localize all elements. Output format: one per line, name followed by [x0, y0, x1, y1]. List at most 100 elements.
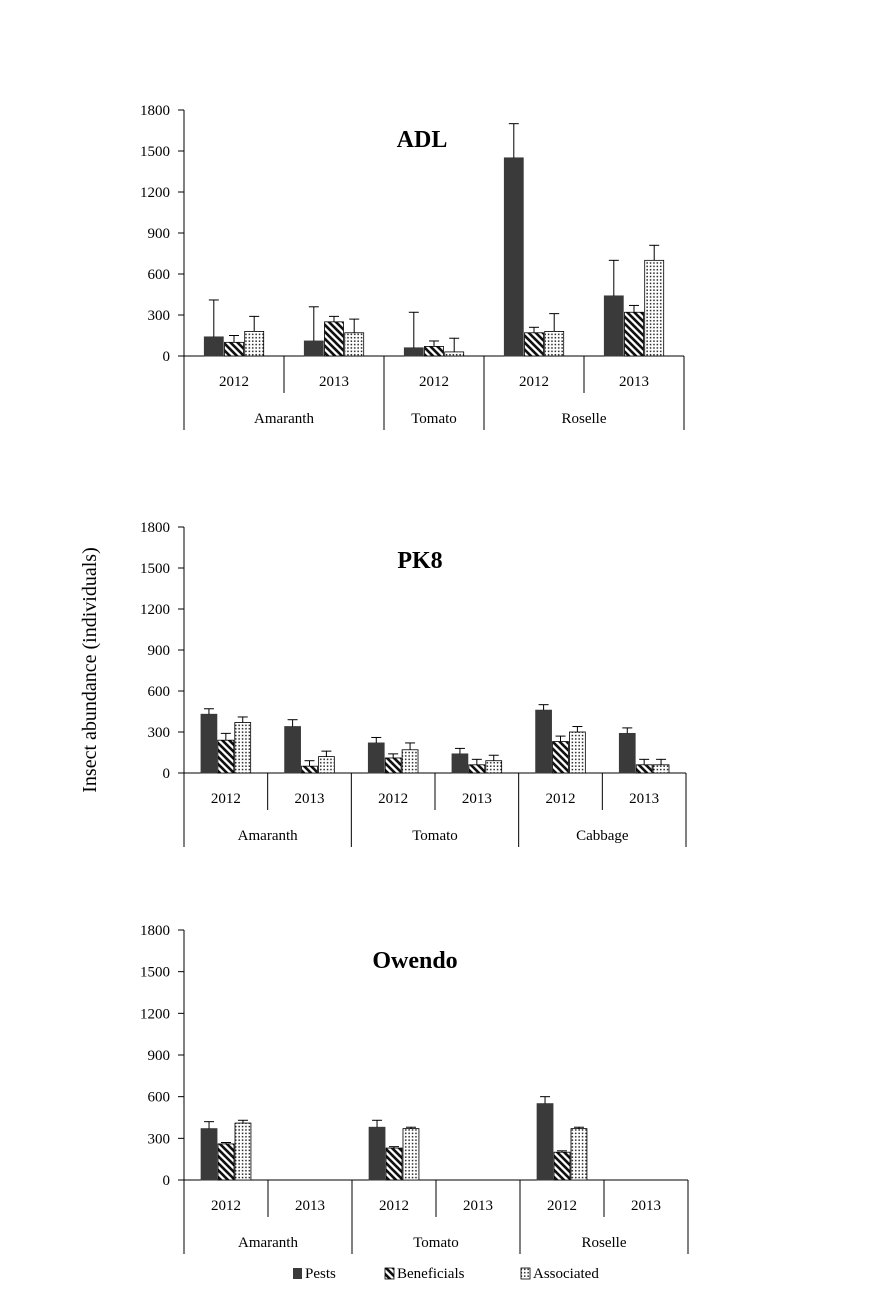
year-label: 2012 [547, 1198, 577, 1214]
y-tick-label: 300 [148, 1131, 171, 1147]
year-label: 2012 [219, 374, 249, 390]
y-tick-label: 1200 [140, 185, 170, 201]
crop-label: Roselle [582, 1235, 627, 1251]
bar-beneficials [384, 757, 402, 774]
year-label: 2013 [462, 791, 492, 807]
chart-panel-adl: ADL 0 300 600 900 1200 1500 1800 2012 2013 Amarant… [140, 103, 685, 430]
legend-label-pests: Pests [305, 1266, 336, 1282]
bar-beneficials [553, 1151, 571, 1181]
bar-associated [444, 351, 465, 357]
crop-label: Amaranth [238, 1235, 298, 1251]
crop-label: Amaranth [238, 828, 298, 844]
bar-beneficials [468, 764, 486, 774]
bar-associated [644, 259, 665, 357]
year-label: 2013 [619, 374, 649, 390]
year-label: 2013 [295, 791, 325, 807]
year-label: 2013 [295, 1198, 325, 1214]
y-tick-label: 1500 [140, 965, 170, 981]
bar-beneficials [624, 311, 644, 357]
y-tick-label: 1500 [140, 561, 170, 577]
year-label: 2013 [631, 1198, 661, 1214]
y-tick-label: 1500 [140, 144, 170, 160]
bar-associated [485, 760, 503, 774]
bar-pests [303, 340, 324, 357]
panel-title: PK8 [397, 548, 442, 574]
bar-pests [535, 709, 552, 774]
y-tick-label: 600 [148, 684, 171, 700]
bar-pests [503, 157, 524, 357]
bar-associated [234, 1122, 252, 1181]
legend-label-beneficials: Beneficials [397, 1266, 465, 1282]
crop-label: Tomato [413, 1235, 459, 1251]
bar-beneficials [324, 321, 344, 357]
year-label: 2012 [379, 1198, 409, 1214]
bar-associated [318, 756, 335, 774]
bar-pests [284, 726, 301, 774]
y-tick-label: 900 [148, 226, 171, 242]
crop-label: Tomato [412, 828, 458, 844]
y-tick-label: 900 [148, 1048, 171, 1064]
y-tick-label: 600 [148, 1090, 171, 1106]
bar-associated [402, 1128, 420, 1181]
bar-pests [451, 753, 469, 774]
y-tick-label: 1800 [140, 923, 170, 939]
bar-beneficials [217, 739, 235, 774]
bar-pests [200, 1128, 218, 1181]
bar-associated [244, 330, 265, 357]
bar-associated [344, 332, 365, 357]
y-tick-label: 0 [163, 1173, 171, 1189]
crop-label: Tomato [411, 411, 457, 427]
y-tick-label: 1800 [140, 520, 170, 536]
bar-beneficials [424, 346, 444, 357]
bar-beneficials [301, 765, 318, 774]
year-label: 2012 [519, 374, 549, 390]
y-tick-label: 1200 [140, 602, 170, 618]
bar-pests [618, 732, 636, 774]
crop-label: Roselle [562, 411, 607, 427]
y-axis-label: Insect abundance (individuals) [79, 547, 101, 792]
bar-pests [603, 295, 624, 357]
legend-label-associated: Associated [533, 1266, 599, 1282]
y-tick-label: 1200 [140, 1006, 170, 1022]
bar-beneficials [385, 1147, 403, 1181]
legend-swatch-associated [520, 1267, 531, 1280]
chart-panel-pk8: PK8 0 300 600 900 1200 1500 1800 2012 2013 Amarant… [140, 520, 687, 847]
bar-beneficials [217, 1143, 235, 1181]
year-label: 2012 [211, 1198, 241, 1214]
y-tick-label: 1800 [140, 103, 170, 119]
bar-pests [368, 1126, 386, 1181]
y-tick-label: 600 [148, 267, 171, 283]
bar-pests [203, 336, 224, 357]
year-label: 2013 [463, 1198, 493, 1214]
bar-pests [536, 1103, 554, 1181]
bar-beneficials [635, 764, 653, 774]
chart-panel-owendo: Owendo 0 300 600 900 1200 1500 1800 2012 2013 Amar… [140, 923, 689, 1254]
bar-beneficials [552, 741, 569, 774]
year-label: 2012 [378, 791, 408, 807]
bar-beneficials [524, 332, 544, 357]
bar-associated [570, 1128, 588, 1181]
year-label: 2012 [419, 374, 449, 390]
legend: Pests Beneficials Associated [293, 1266, 599, 1282]
y-tick-label: 300 [148, 725, 171, 741]
bar-beneficials [224, 341, 244, 357]
panel-title: Owendo [372, 948, 457, 974]
bar-associated [652, 764, 670, 774]
bar-pests [403, 347, 424, 357]
year-label: 2013 [319, 374, 349, 390]
bar-pests [200, 713, 218, 774]
year-label: 2012 [211, 791, 241, 807]
bar-associated [544, 330, 565, 357]
year-label: 2013 [629, 791, 659, 807]
bar-associated [401, 749, 419, 774]
y-tick-label: 300 [148, 308, 171, 324]
bar-associated [234, 722, 252, 774]
year-label: 2012 [546, 791, 576, 807]
y-tick-label: 900 [148, 643, 171, 659]
panel-title: ADL [397, 127, 448, 153]
bar-associated [569, 731, 586, 774]
y-tick-label: 0 [163, 766, 171, 782]
y-tick-label: 0 [163, 349, 171, 365]
legend-swatch-beneficials [384, 1267, 395, 1280]
